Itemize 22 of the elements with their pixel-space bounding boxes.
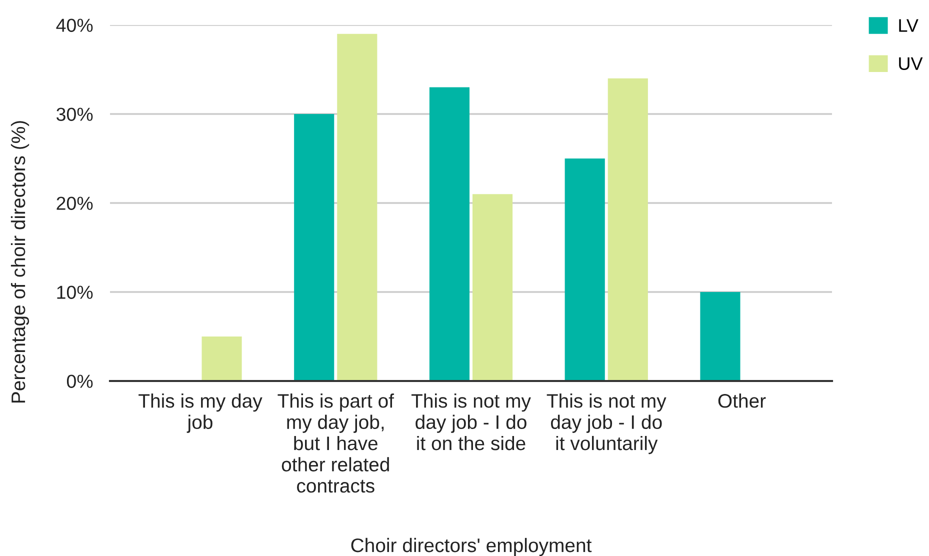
x-tick-label: This is not my day job - I do it on the side xyxy=(411,394,531,450)
x-tick-label: This is part of my day job, but I have other related contracts xyxy=(278,394,394,493)
x-axis-title: Choir directors' employment xyxy=(351,538,592,556)
y-tick-label: 20% xyxy=(56,196,93,210)
y-tick-label: 0% xyxy=(66,374,93,388)
legend-label: UV xyxy=(899,57,923,70)
bar xyxy=(337,34,378,381)
bar xyxy=(472,194,513,381)
x-tick-label: This is my day job xyxy=(138,394,262,433)
y-tick-label: 30% xyxy=(56,108,93,121)
x-tick-label: This is not my day job - I do it voluntarily xyxy=(546,394,666,454)
bar xyxy=(608,78,648,381)
x-tick-label: Other xyxy=(718,394,766,408)
y-tick-label: 10% xyxy=(57,286,93,299)
bar xyxy=(294,114,334,381)
legend-label: LV xyxy=(899,19,918,32)
bar xyxy=(429,87,470,381)
bar xyxy=(700,292,740,381)
bar xyxy=(564,158,605,381)
y-tick-label: 40% xyxy=(56,18,93,32)
bar xyxy=(202,336,242,381)
y-axis-title: Percentage of choir directors (%) xyxy=(10,121,30,403)
